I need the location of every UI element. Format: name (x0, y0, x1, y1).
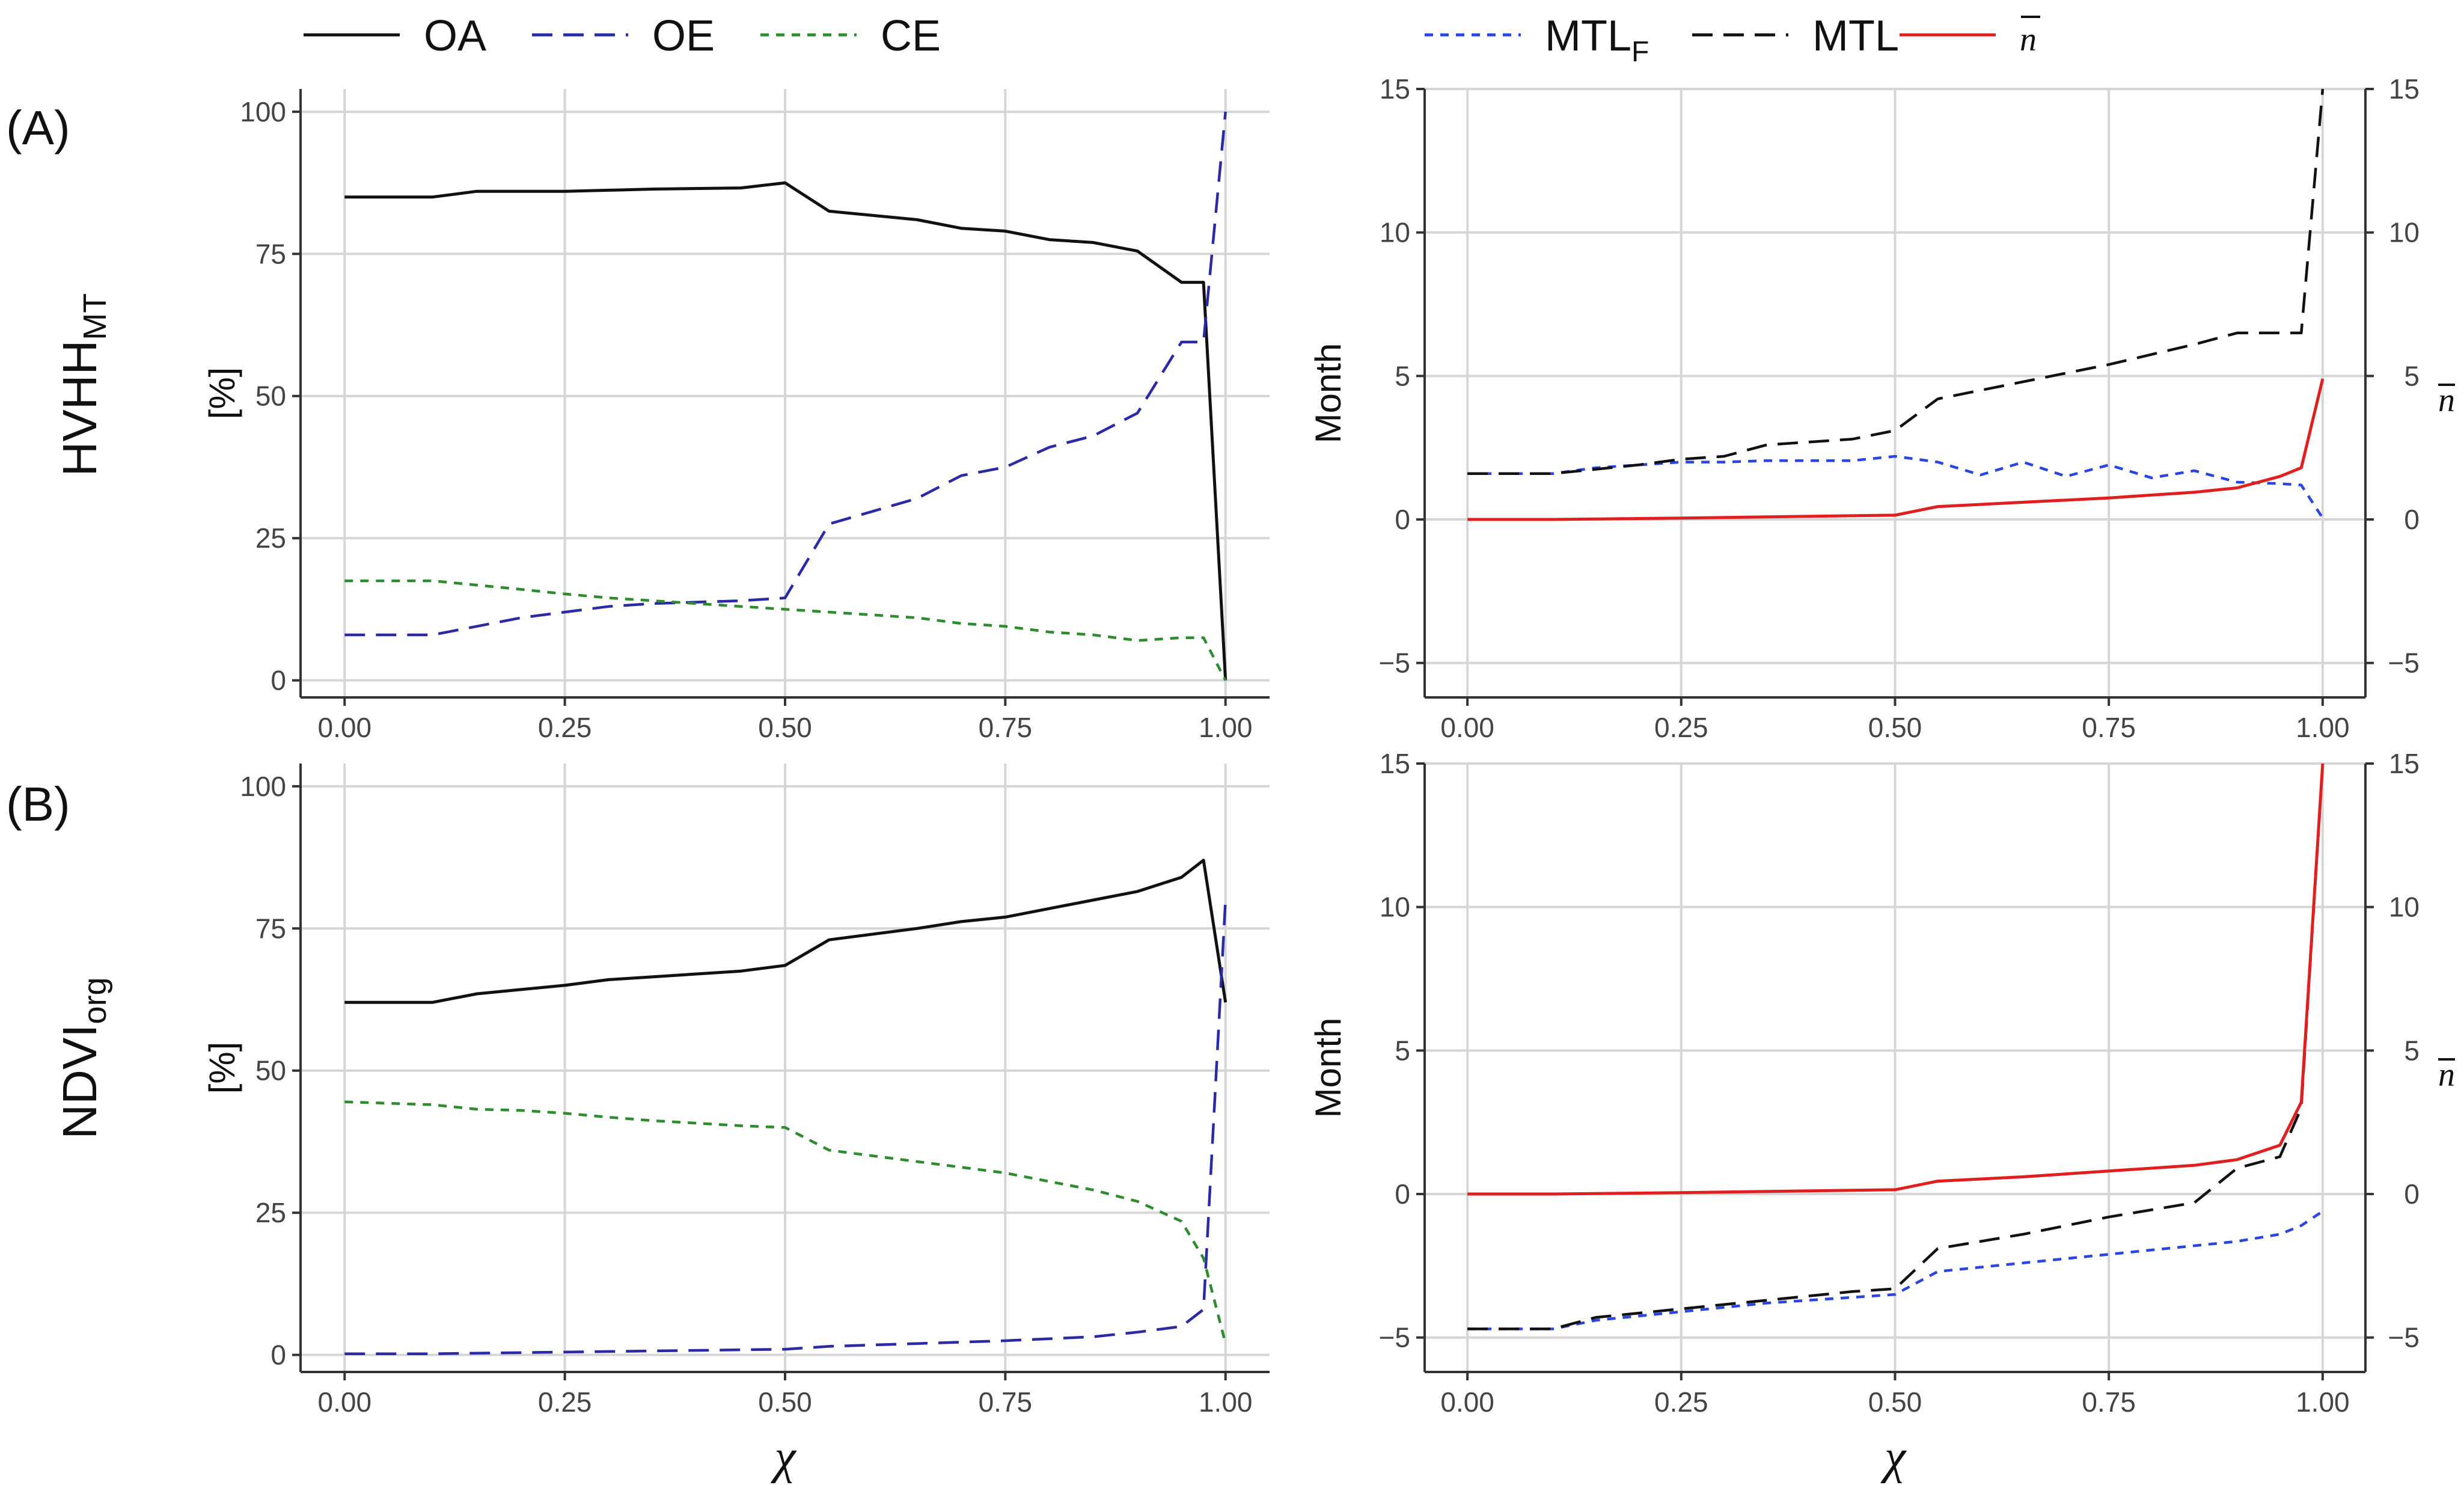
series-line-oe (344, 899, 1227, 1355)
legend-label: CE (881, 12, 941, 60)
panel-bottom-left: 0.00 0.25 0.50 0.75 1.00 0 25 50 75 100 [%] χ (B) (6, 764, 1270, 1484)
y2-tick-label: 15 (2389, 73, 2420, 105)
y-tick-label: 0 (1395, 1178, 1410, 1210)
y2-axis-label: n (2438, 382, 2455, 419)
legend-right: MTLF MTL n (1425, 12, 2040, 68)
series-line-n (1467, 378, 2325, 521)
y-tick-label: 5 (1395, 1035, 1410, 1066)
y-tick-label: 0 (1395, 504, 1410, 535)
row-label-a: HVHHMT (53, 293, 113, 477)
series-line-oa (344, 859, 1227, 1004)
y-tick-label: 0 (271, 665, 286, 696)
legend-label: n (2020, 21, 2037, 58)
panel-bottom-right: 0.00 0.25 0.50 0.75 1.00 −5 −5 0 0 5 5 10 10 15 15 Mont… (1308, 748, 2455, 1484)
y-axis-label: [%] (202, 1042, 242, 1094)
panel-tag: (A) (6, 101, 70, 155)
panel-top-right: 0.00 0.25 0.50 0.75 1.00 −5 −5 0 0 5 5 10 10 15 15 Mont… (1308, 73, 2455, 743)
panel-tag: (B) (6, 777, 70, 831)
y2-tick-label: −5 (2388, 648, 2420, 679)
series-line-mtl-f (1467, 1210, 2324, 1330)
series-line-mtl (1467, 763, 2325, 1330)
y2-tick-label: −5 (2388, 1322, 2420, 1353)
series-line-ce (344, 1100, 1227, 1344)
y2-tick-label: 10 (2389, 892, 2420, 923)
x-tick-label: 0.25 (538, 712, 592, 743)
y-tick-label: 10 (1380, 892, 1410, 923)
row-label-b: NDVIorg (53, 977, 113, 1139)
row-label-b-text: NDVIorg (53, 977, 113, 1139)
y2-tick-label: 5 (2404, 1035, 2420, 1066)
y-tick-label: 10 (1380, 217, 1410, 248)
x-tick-label: 0.50 (1868, 712, 1922, 743)
x-tick-label: 0.75 (2082, 1386, 2136, 1418)
x-tick-label: 0.00 (318, 1386, 372, 1418)
x-tick-label: 0.00 (1440, 712, 1494, 743)
legend-label: MTLF (1545, 12, 1649, 68)
y-tick-label: 100 (240, 771, 286, 802)
x-tick-label: 0.75 (979, 712, 1033, 743)
series-line-oe (344, 111, 1227, 637)
x-tick-label: 0.75 (979, 1386, 1033, 1418)
y-axis-label: Month (1308, 1018, 1348, 1118)
y-tick-label: 100 (240, 96, 286, 127)
y2-tick-label: 0 (2404, 1178, 2420, 1210)
y2-axis-label: n (2438, 1056, 2455, 1094)
y-tick-label: 25 (255, 522, 286, 554)
series-line-mtl (1467, 88, 2325, 475)
legend-label: OE (652, 12, 715, 60)
series-line-mtl-f (1467, 455, 2324, 519)
x-tick-label: 0.50 (758, 712, 812, 743)
y2-tick-label: 0 (2404, 504, 2420, 535)
x-tick-label: 0.25 (1654, 1386, 1708, 1418)
x-tick-label: 1.00 (2296, 1386, 2350, 1418)
y-tick-label: 75 (255, 238, 286, 269)
x-tick-label: 1.00 (1199, 712, 1253, 743)
y-tick-label: 5 (1395, 360, 1410, 391)
y-axis-label: Month (1308, 343, 1348, 444)
x-axis-label: χ (1880, 1431, 1907, 1484)
legend-left: OA OE CE (304, 12, 941, 60)
y-tick-label: 0 (271, 1340, 286, 1371)
x-tick-label: 0.50 (758, 1386, 812, 1418)
x-tick-label: 0.00 (318, 712, 372, 743)
y2-tick-label: 15 (2389, 748, 2420, 779)
x-tick-label: 0.25 (1654, 712, 1708, 743)
y2-tick-label: 10 (2389, 217, 2420, 248)
x-tick-label: 0.50 (1868, 1386, 1922, 1418)
y-tick-label: −5 (1379, 648, 1410, 679)
y-tick-label: 75 (255, 913, 286, 944)
x-tick-label: 1.00 (2296, 712, 2350, 743)
series-line-ce (344, 579, 1227, 681)
legend-label: OA (424, 12, 486, 60)
y-tick-label: 50 (255, 1055, 286, 1086)
y-tick-label: 15 (1380, 748, 1410, 779)
series-line-oa (344, 181, 1227, 681)
row-label-a-text: HVHHMT (53, 293, 113, 477)
panel-top-left: 0.00 0.25 0.50 0.75 1.00 0 25 50 75 100 [%] (A) (6, 89, 1270, 743)
y-tick-label: 15 (1380, 73, 1410, 105)
y-tick-label: 50 (255, 381, 286, 412)
y-axis-label: [%] (202, 367, 242, 420)
series-line-n (1467, 763, 2325, 1196)
legend-label: MTL (1812, 12, 1899, 60)
y-tick-label: −5 (1379, 1322, 1410, 1353)
x-tick-label: 0.75 (2082, 712, 2136, 743)
x-tick-label: 0.25 (538, 1386, 592, 1418)
x-tick-label: 1.00 (1199, 1386, 1253, 1418)
x-axis-label: χ (770, 1431, 796, 1484)
y-tick-label: 25 (255, 1197, 286, 1228)
y2-tick-label: 5 (2404, 360, 2420, 391)
x-tick-label: 0.00 (1440, 1386, 1494, 1418)
